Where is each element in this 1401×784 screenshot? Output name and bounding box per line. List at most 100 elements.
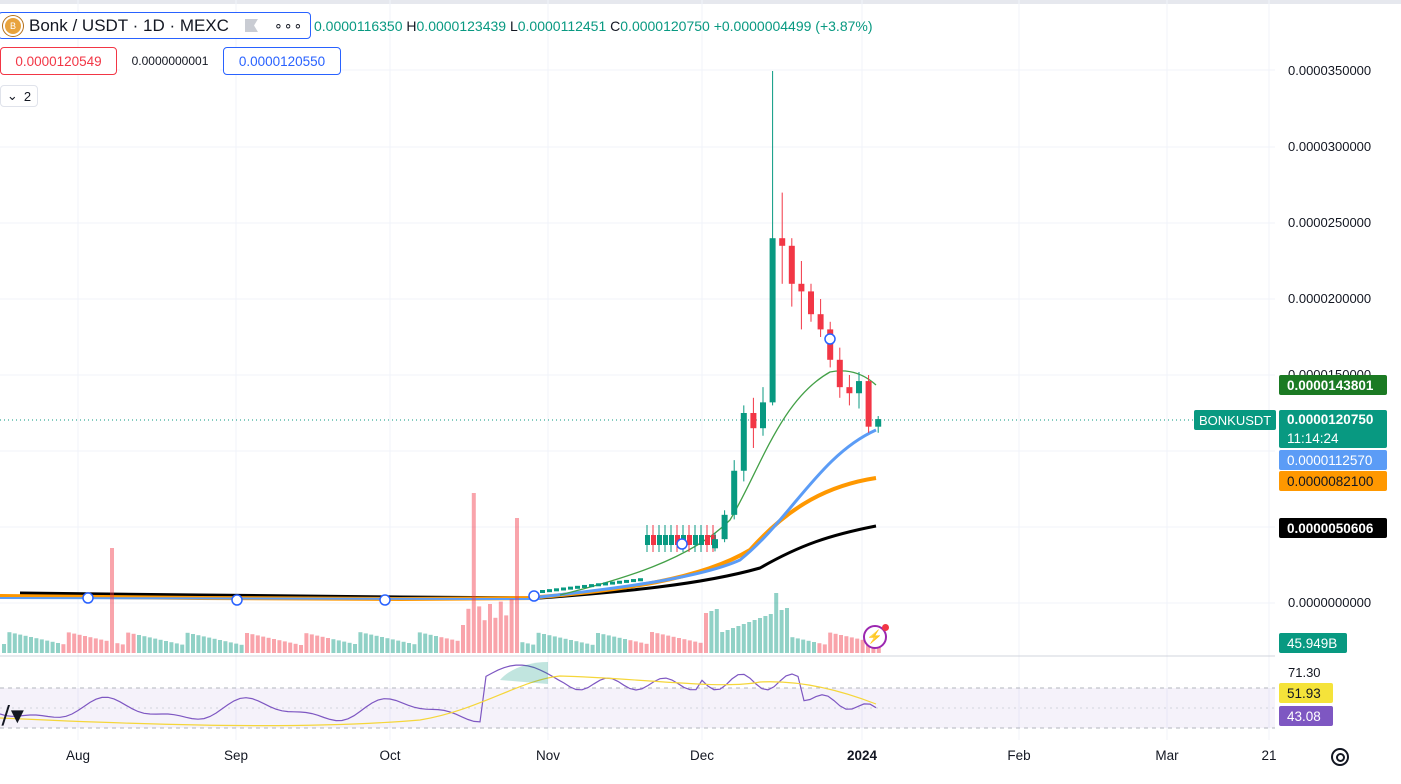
candle-small [589,584,594,587]
volume-bar [715,609,719,653]
volume-bar [164,641,168,653]
volume-bar [682,639,686,653]
volume-bar [477,606,481,653]
candle-body [722,515,728,539]
volume-bar [645,644,649,653]
buy-button[interactable]: 0.0000120550 [223,47,341,75]
volume-bar [7,632,11,653]
ma-blue-price-tag: 0.0000112570 [1279,450,1387,470]
volume-bar [229,642,233,653]
volume-bar [56,643,60,653]
time-axis-label: Nov [536,748,560,763]
more-options-icon[interactable]: ∘∘∘ [274,17,303,34]
volume-bar [13,633,17,653]
volume-bar [564,639,568,653]
volume-bar [321,637,325,653]
volume-bar [655,633,659,653]
volume-bar [445,638,449,653]
candle-small [617,581,622,584]
volume-bar [618,638,622,653]
volume-bar [601,634,605,653]
tradingview-logo[interactable]: ⧸▼ [2,703,25,729]
volume-bar [596,633,600,653]
indicators-toggle-button[interactable]: ⌄ 2 [0,85,38,107]
notification-dot [882,624,889,631]
volume-bar [537,633,541,653]
volume-bar [234,644,238,653]
sell-button[interactable]: 0.0000120549 [0,47,117,75]
volume-bar [385,638,389,653]
last-price-value: 0.0000120750 [1287,410,1387,429]
candle-body [808,291,814,314]
volume-bar [855,639,859,653]
candle-body [687,535,692,545]
time-axis-label: Aug [66,748,90,763]
ma-blue-line [540,430,876,597]
volume-bar [294,644,298,653]
volume-bar [542,634,546,653]
volume-bar [531,645,535,653]
volume-bar [348,643,352,653]
volume-bar [510,599,514,653]
indicator-count: 2 [24,89,31,104]
price-tick-label: 0.0000300000 [1288,139,1371,154]
candle-body [669,535,674,545]
flag-icon[interactable] [245,19,258,32]
candle-body [663,535,668,545]
candle-body [866,381,872,427]
volume-bar [310,634,314,653]
volume-bar [439,637,443,653]
volume-bar [628,640,632,653]
ma-green-line [560,371,876,595]
volume-bar [812,642,816,653]
volume-bar [110,548,114,653]
volume-bar [823,644,827,653]
rsi-top-tick: 71.30 [1288,665,1321,680]
volume-bar [574,641,578,653]
volume-bar [763,616,767,653]
volume-bar [196,635,200,653]
alert-bolt-icon[interactable]: ⚡ [863,625,887,649]
candle-body [712,539,718,548]
volume-bar [126,633,130,653]
candle-body [818,314,824,329]
event-marker-icon [825,334,835,344]
volume-bar [88,637,92,653]
rsi-ma-tag: 51.93 [1279,683,1333,703]
volume-bar [191,634,195,653]
event-marker-icon [232,595,242,605]
candle-body [798,284,804,292]
volume-bar [67,632,71,653]
candle-small [568,587,573,590]
volume-bar [661,634,665,653]
volume-bar [207,638,211,653]
volume-bar [672,637,676,653]
volume-bar [418,632,422,653]
volume-bar [337,640,341,653]
volume-bar [353,644,357,653]
volume-bar [499,602,503,653]
volume-bar [412,644,416,653]
volume-bar [520,642,524,653]
symbol-title: Bonk / USDT · 1D · MEXC [29,16,229,36]
high-value: 0.0000123439 [417,18,507,34]
settings-gear-icon[interactable] [1331,748,1349,766]
volume-bar [483,620,487,653]
volume-bar [807,641,811,653]
candle-body [741,413,747,471]
volume-bar [515,518,519,653]
symbol-header[interactable]: B Bonk / USDT · 1D · MEXC ∘∘∘ [0,12,311,39]
candle-body [875,419,881,427]
volume-bar [585,644,589,653]
volume-bar [94,638,98,653]
volume-bar [218,640,222,653]
candle-small [638,578,643,581]
bonk-coin-icon: B [3,16,23,36]
volume-bar [142,636,146,653]
volume-bar [223,641,227,653]
volume-bar [105,641,109,653]
bar-countdown: 11:14:24 [1287,429,1387,448]
candle-small [631,579,636,582]
volume-bar [493,618,497,653]
